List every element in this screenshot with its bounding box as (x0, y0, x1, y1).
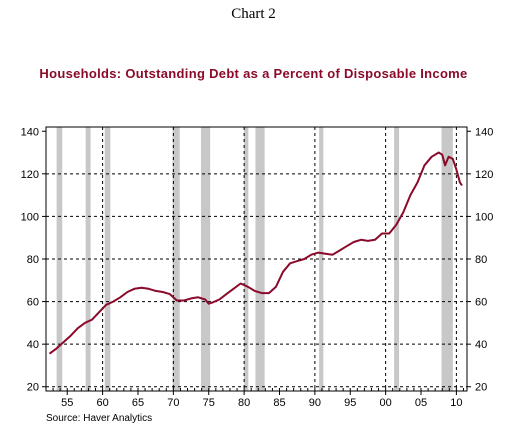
x-tick-label: 05 (415, 397, 427, 409)
y-tick-label-left: 80 (27, 254, 39, 266)
recession-band (441, 127, 453, 391)
gridlines (46, 127, 467, 391)
x-tick-label: 55 (61, 397, 73, 409)
x-tick-label: 95 (344, 397, 356, 409)
y-tick-label-right: 40 (475, 339, 487, 351)
x-tick-label: 85 (273, 397, 285, 409)
x-tick-label: 00 (380, 397, 392, 409)
x-tick-label: 10 (450, 397, 462, 409)
y-tick-label-left: 20 (27, 382, 39, 394)
recession-bands (56, 127, 453, 391)
x-tick-label: 70 (167, 397, 179, 409)
y-tick-label-right: 100 (475, 211, 493, 223)
source-note: Source: Haver Analytics (46, 413, 153, 424)
recession-band (319, 127, 324, 391)
y-tick-label-right: 140 (475, 126, 493, 138)
chart-title: Households: Outstanding Debt as a Percen… (39, 66, 468, 81)
x-tick-label: 90 (309, 397, 321, 409)
y-tick-label-left: 60 (27, 297, 39, 309)
y-tick-label-left: 140 (21, 126, 39, 138)
y-tick-label-right: 120 (475, 169, 493, 181)
x-tick-label: 80 (238, 397, 250, 409)
y-tick-label-right: 60 (475, 297, 487, 309)
y-tick-label-left: 40 (27, 339, 39, 351)
x-tick-label: 65 (132, 397, 144, 409)
series-layer (48, 151, 463, 355)
y-tick-label-left: 100 (21, 211, 39, 223)
x-tick-label: 60 (96, 397, 108, 409)
recession-band (255, 127, 265, 391)
y-tick-label-right: 20 (475, 382, 487, 394)
chart-number-label: Chart 2 (231, 6, 276, 22)
series-line (48, 151, 463, 355)
y-tick-label-left: 120 (21, 169, 39, 181)
y-tick-label-right: 80 (475, 254, 487, 266)
recession-band (172, 127, 180, 391)
x-tick-label: 75 (203, 397, 215, 409)
recession-band (200, 127, 211, 391)
axis-ticks: 20 20 40 40 60 60 80 80 100 100 120 120 140 140 55 60 65… (21, 126, 494, 409)
